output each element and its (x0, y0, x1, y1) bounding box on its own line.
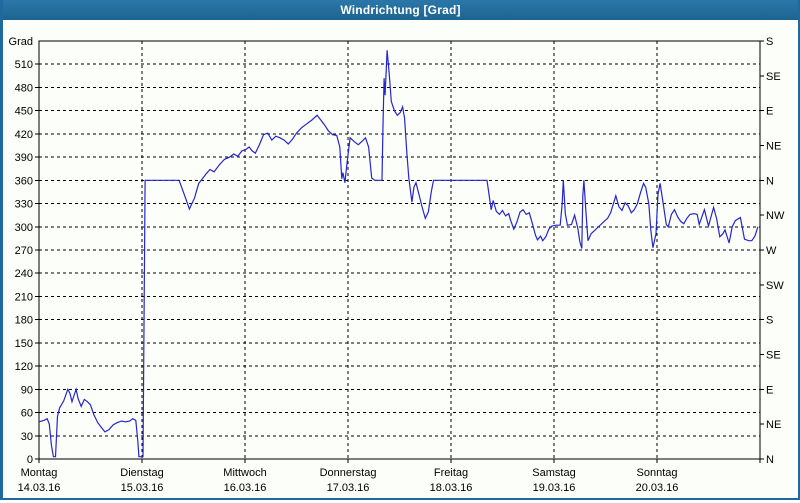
y-tick-label-left: 210 (15, 291, 33, 303)
compass-label: SE (766, 350, 781, 362)
window-title: Windrichtung [Grad] (340, 3, 461, 17)
y-tick-label-left: 390 (15, 152, 33, 164)
day-date-label: 17.03.16 (327, 482, 370, 494)
y-tick-label-left: 90 (21, 384, 33, 396)
day-name-label: Montag (21, 467, 58, 479)
y-tick-label-left: 180 (15, 315, 33, 327)
y-tick-label-left: 360 (15, 175, 33, 187)
y-tick-label-left: 0 (27, 454, 33, 466)
compass-label: W (766, 245, 777, 257)
day-name-label: Sonntag (637, 467, 678, 479)
day-name-label: Dienstag (120, 467, 163, 479)
day-date-label: 16.03.16 (224, 482, 267, 494)
y-axis-unit-label: Grad (9, 36, 33, 48)
compass-label: NE (766, 419, 781, 431)
chart-area: 0 30 60 90 120 150 180 210 240 270 300 330 360 390 420… (3, 20, 798, 498)
day-date-label: 14.03.16 (18, 482, 61, 494)
compass-label: E (766, 384, 773, 396)
compass-label: N (766, 175, 774, 187)
y-tick-label-left: 510 (15, 59, 33, 71)
day-date-label: 19.03.16 (533, 482, 576, 494)
compass-label: S (766, 315, 773, 327)
day-name-label: Donnerstag (320, 467, 377, 479)
y-tick-label-left: 450 (15, 106, 33, 118)
y-tick-label-left: 240 (15, 268, 33, 280)
y-tick-label-left: 330 (15, 199, 33, 211)
wind-direction-chart: 0 30 60 90 120 150 180 210 240 270 300 330 360 390 420… (9, 36, 785, 494)
compass-label: S (766, 36, 773, 48)
wind-direction-series (38, 50, 759, 458)
y-tick-label-left: 30 (21, 431, 33, 443)
y-tick-label-left: 480 (15, 82, 33, 94)
compass-label: SW (766, 280, 784, 292)
compass-label: E (766, 106, 773, 118)
y-tick-label-left: 60 (21, 408, 33, 420)
day-date-label: 15.03.16 (121, 482, 164, 494)
day-date-label: 18.03.16 (430, 482, 473, 494)
title-bar: Windrichtung [Grad] (3, 0, 798, 20)
compass-label: SE (766, 71, 781, 83)
y-tick-label-left: 270 (15, 245, 33, 257)
compass-label: N (766, 454, 774, 466)
y-tick-label-left: 300 (15, 222, 33, 234)
y-tick-label-left: 120 (15, 361, 33, 373)
y-tick-label-left: 420 (15, 129, 33, 141)
day-date-label: 20.03.16 (636, 482, 679, 494)
day-name-label: Freitag (434, 467, 468, 479)
compass-label: NW (766, 210, 785, 222)
day-name-label: Samstag (532, 467, 575, 479)
y-tick-label-left: 150 (15, 338, 33, 350)
day-name-label: Mittwoch (223, 467, 266, 479)
compass-label: NE (766, 141, 781, 153)
